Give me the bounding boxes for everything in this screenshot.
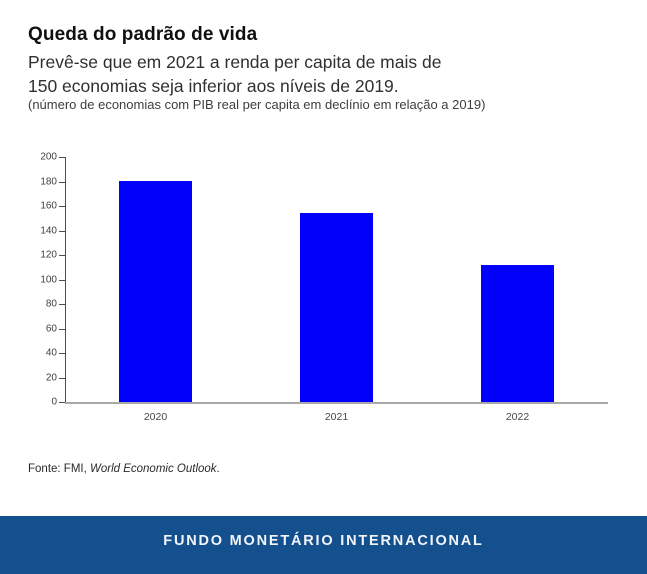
footer-banner-label: FUNDO MONETÁRIO INTERNACIONAL [163,532,484,549]
page-title: Queda do padrão de vida [28,24,258,45]
source-prefix: Fonte: FMI, [28,463,90,475]
y-axis-tick [59,230,65,232]
y-axis-tick-label: 60 [45,323,57,334]
y-axis-tick-label: 0 [51,396,57,408]
y-axis-tick [59,157,65,158]
y-axis-tick-label: 100 [40,274,57,285]
subtitle: Prevê-se que em 2021 a renda per capita … [28,51,441,98]
y-axis-tick-label: 180 [40,176,57,187]
chart-unit-note: (número de economias com PIB real per ca… [28,97,486,112]
y-axis-tick [59,304,65,305]
y-axis-tick [59,402,65,403]
y-axis-tick [59,377,65,379]
source-publication: World Economic Outlook [90,463,217,475]
y-axis-tick-label: 80 [45,298,57,310]
bar-2022 [481,265,554,402]
plot-area: 0 20 40 60 80 100 120 140 160 180 200 2020 2021 2022 [40,152,608,423]
y-axis-tick [59,255,65,256]
x-axis-line [65,402,608,404]
y-axis-tick-label: 20 [45,372,57,383]
y-axis-tick-label: 140 [40,225,57,236]
y-axis-tick [59,353,65,354]
y-axis-tick-label: 200 [40,151,57,163]
y-axis-tick-label: 40 [45,347,57,359]
y-axis-tick [59,206,65,207]
y-axis-tick [59,181,65,183]
y-axis-tick [59,279,65,281]
y-axis-tick-label: 120 [40,249,57,261]
y-axis-tick [59,328,65,330]
subtitle-line-1: Prevê-se que em 2021 a renda per capita … [28,52,442,72]
y-axis-tick-label: 160 [40,200,57,212]
footer-banner: FUNDO MONETÁRIO INTERNACIONAL [0,516,647,574]
subtitle-line-2: 150 economias seja inferior aos níveis d… [28,75,399,96]
x-axis-label-2020: 2020 [143,411,168,423]
x-axis-label-2022: 2022 [505,411,530,423]
bar-2021 [300,213,373,402]
x-axis-label-2021: 2021 [324,411,349,423]
bar-2020 [119,181,192,402]
source-note: Fonte: FMI, World Economic Outlook. [28,463,220,475]
source-suffix: . [216,463,220,475]
